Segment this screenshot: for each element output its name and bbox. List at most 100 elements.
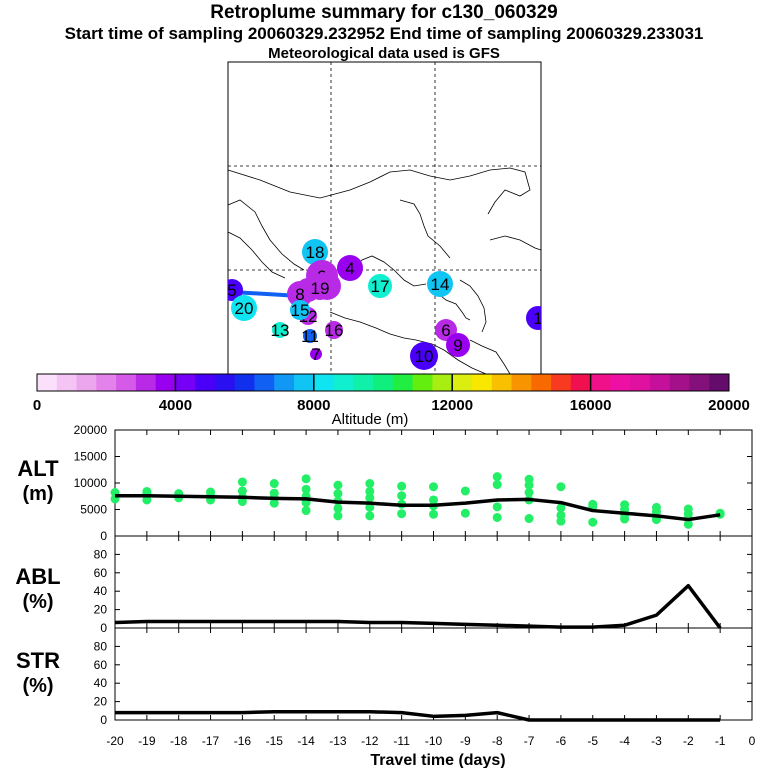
map-point-label: 19 [311, 279, 330, 298]
colorbar-cell [610, 374, 631, 391]
colorbar-tick-label: 8000 [297, 397, 330, 414]
x-tick-label: -10 [425, 734, 443, 748]
x-tick-label: -4 [619, 734, 630, 748]
x-tick-label: -14 [297, 734, 315, 748]
scatter-point [492, 512, 502, 522]
map-point [410, 342, 438, 370]
scatter-point [588, 517, 598, 527]
scatter-point [524, 488, 534, 498]
scatter-point [429, 495, 438, 505]
y-tick-label: 15000 [74, 450, 108, 464]
colorbar-cell [570, 374, 592, 391]
scatter-point [237, 477, 247, 487]
scatter-point [460, 486, 470, 496]
scatter-point [365, 479, 375, 489]
scatter-point [301, 484, 311, 494]
scatter-point [492, 472, 502, 482]
map-point [526, 306, 541, 330]
met-data-line: Meteorological data used is GFS [268, 45, 500, 62]
scatter-point [301, 506, 311, 516]
scatter-point [365, 486, 375, 496]
colorbar-cell [214, 374, 236, 391]
map-point-label: 7 [311, 345, 320, 364]
x-tick-label: -13 [329, 734, 347, 748]
panel-frame [114, 627, 753, 721]
colorbar-cell [135, 374, 157, 391]
scatter-point [492, 480, 502, 490]
colorbar-cell [551, 374, 572, 391]
colorbar-tick-label: 0 [33, 397, 41, 414]
colorbar-cell [689, 374, 710, 391]
map-point-label: 5 [227, 281, 236, 300]
map-point [272, 322, 288, 338]
map-point-label: 14 [431, 275, 450, 294]
colorbar-axis-label: Altitude (m) [332, 411, 409, 428]
scatter-point [524, 474, 534, 484]
x-tick-label: -17 [202, 734, 220, 748]
scatter-point [492, 502, 502, 512]
scatter-point [397, 491, 407, 501]
y-tick-label: 0 [100, 713, 107, 727]
x-tick-label: -20 [106, 734, 124, 748]
scatter-point [620, 500, 630, 510]
panel-label: ABL [15, 564, 60, 589]
x-tick-label: 0 [749, 734, 756, 748]
y-tick-label: 0 [100, 621, 107, 635]
scatter-point [556, 510, 566, 520]
scatter-point [588, 499, 598, 509]
map-point-label: 6 [441, 321, 450, 340]
map-point-label: 11 [301, 327, 319, 346]
time-series-panels: 20000150001000050000ALT(m)806040200ABL(%… [15, 423, 755, 768]
series-line [115, 493, 721, 522]
map-point-label: 10 [415, 347, 434, 366]
map-point [427, 271, 453, 297]
colorbar-cell [471, 374, 493, 391]
panel-label-unit: (%) [22, 591, 53, 613]
colorbar-cell [353, 374, 374, 391]
map-point-label: 1 [533, 309, 542, 328]
scatter-point [206, 487, 216, 497]
map-points: 18241381912520151311167171469101 [227, 239, 542, 370]
colorbar-cell [155, 374, 176, 391]
colorbar-cell [452, 374, 473, 391]
map-point-label: 13 [271, 321, 290, 340]
x-tick-label: -1 [715, 734, 726, 748]
map-point [290, 300, 310, 320]
colorbar-cell [373, 374, 394, 391]
y-tick-label: 60 [94, 658, 108, 672]
colorbar-cell [709, 374, 730, 391]
colorbar-cell [195, 374, 216, 391]
map-point [446, 333, 470, 357]
series-line [115, 709, 721, 722]
x-tick-label: -3 [651, 734, 662, 748]
map-point [287, 281, 313, 307]
y-tick-label: 40 [94, 584, 108, 598]
map-point [303, 329, 317, 343]
map-panel: 18241381912520151311167171469101 [227, 61, 542, 375]
colorbar-cell [669, 374, 690, 391]
y-tick-label: 20000 [74, 423, 108, 437]
map-point [231, 295, 257, 321]
altitude-colorbar: 0 4000 8000 12000 16000 20000 Altitude (m) [33, 373, 750, 428]
y-tick-label: 80 [94, 639, 108, 653]
scatter-point [524, 514, 534, 524]
map-point-label: 18 [306, 243, 325, 262]
colorbar-cell [254, 374, 275, 391]
scatter-point [429, 509, 438, 519]
colorbar-cell [491, 374, 513, 391]
map-point-label: 16 [325, 321, 344, 340]
panel-label: ALT [17, 456, 59, 481]
x-tick-label: -12 [361, 734, 379, 748]
colorbar-tick-label: 4000 [159, 397, 192, 414]
scatter-point [365, 511, 375, 521]
map-point [310, 348, 322, 360]
colorbar-cell [333, 374, 354, 391]
y-tick-label: 10000 [74, 476, 108, 490]
scatter-point [301, 474, 311, 484]
colorbar-cell [412, 374, 433, 391]
map-point [308, 276, 332, 300]
map-point [325, 321, 343, 339]
x-tick-label: -16 [234, 734, 252, 748]
